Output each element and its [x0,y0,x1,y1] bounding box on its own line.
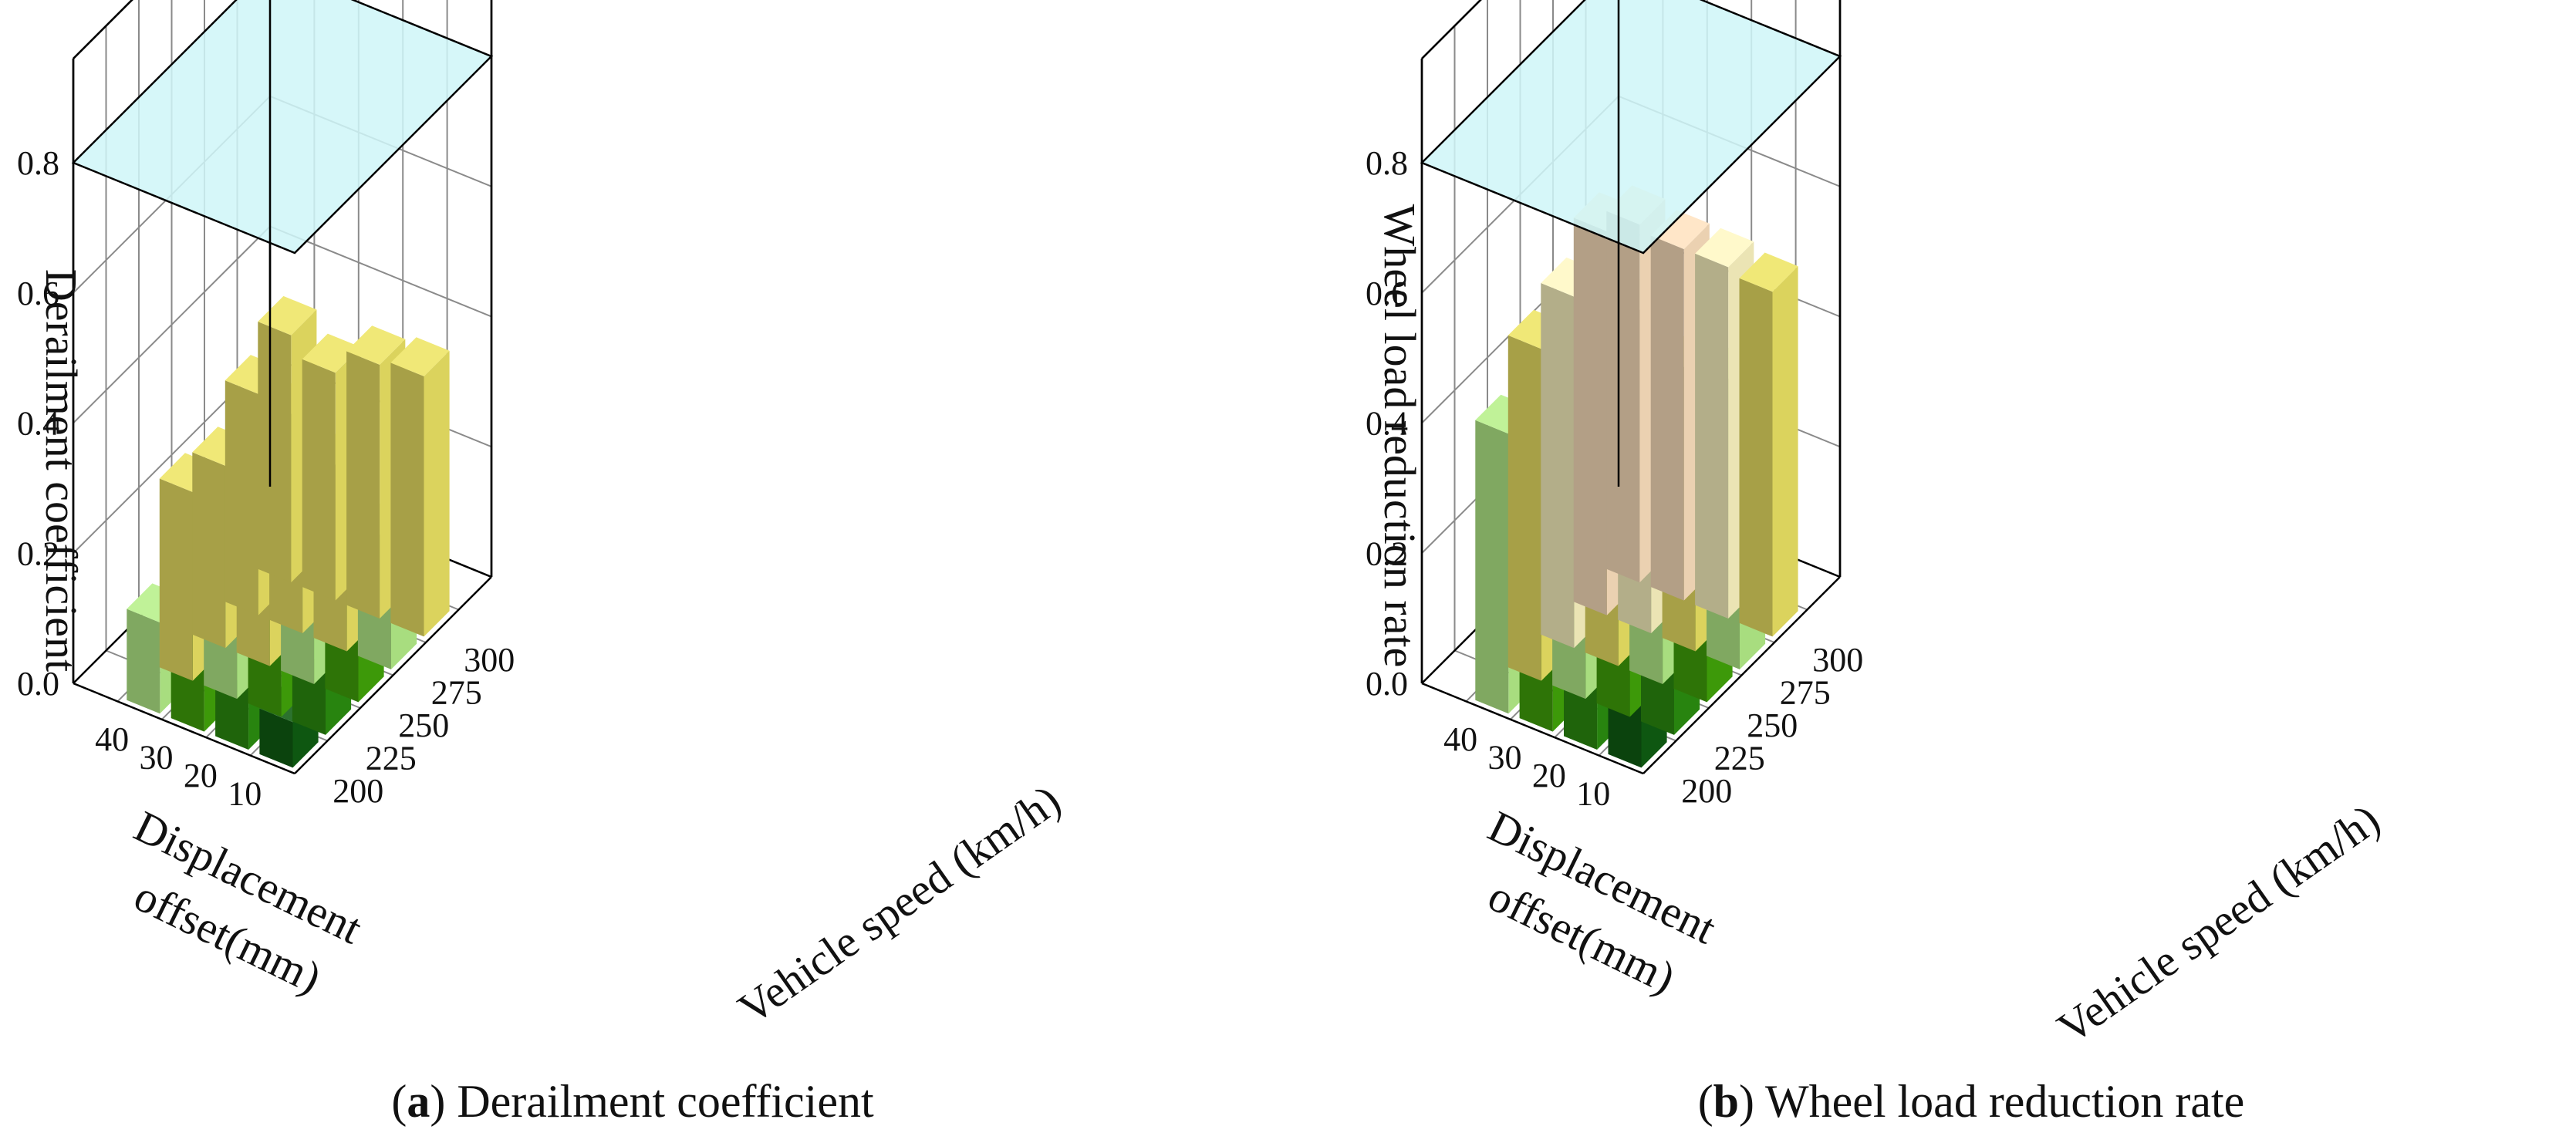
bar-right-face [1573,217,1607,615]
chart-b-z-tick-4: 0.8 [1366,144,1408,182]
chart-a-z-tick-4: 0.8 [17,144,59,182]
bar-right-face [1541,283,1575,649]
chart-b-caption-title: Wheel load reduction rate [1765,1076,2244,1127]
bar-right-face [258,322,292,583]
bar-right-face [259,708,293,768]
chart-a-y-tick-225: 225 [366,739,417,777]
bar-right-face [1475,420,1509,714]
bar-right-face [1507,335,1541,681]
chart-b-caption-open-paren: ( [1698,1076,1713,1127]
bar-right-face [346,351,380,619]
bar-right-face [1650,235,1684,601]
chart-b-z-tick-0: 0.0 [1366,665,1408,703]
chart-b-y-tick-250: 250 [1747,706,1798,744]
chart-b-z-tick-3: 0.6 [1366,275,1408,312]
chart-a-front-edge-0 [73,0,133,59]
bar-left-face [424,350,450,637]
chart-b-y-tick-300: 300 [1812,641,1863,679]
bar-top-face [390,337,450,376]
bar-top-face [1739,252,1798,292]
chart-b-x-tick-20: 20 [1532,757,1566,794]
chart-a-caption-letter: a [407,1076,430,1127]
bar-top-face [258,295,317,335]
chart-b-caption-letter: b [1713,1076,1739,1127]
chart-a-x-tick-30: 30 [140,739,174,777]
chart-a-caption-title: Derailment coefficient [457,1076,874,1127]
chart-b-z-tick-2: 0.4 [1366,405,1408,443]
chart-b-limit-plane [1420,0,1842,683]
chart-b-x-tick-10: 10 [1576,774,1610,812]
bar-right-face [390,362,424,637]
bar-top-face [302,333,361,373]
chart-b-bars [1475,185,1798,768]
chart-b-z-tick-1: 0.2 [1366,534,1408,572]
chart-a-x-tick-20: 20 [184,757,218,794]
bar-right-face [159,478,193,681]
chart-b-box-edge-0 [1421,682,1644,775]
chart-b-z-axis-label: Wheel load reduction rate [1375,204,1425,668]
chart-a-bars [127,295,450,768]
bar-top-face [346,325,406,365]
chart-a-z-tick-1: 0.2 [17,534,59,572]
chart-a-x-tick-10: 10 [228,774,262,812]
bar-top-face [1650,210,1710,249]
chart-a-bar-x10-y300 [390,337,450,637]
bar-right-face [1695,253,1729,619]
chart-b-front-edge-0 [1421,0,1482,59]
bar-left-face [1772,266,1798,637]
chart-b-y-tick-200: 200 [1681,772,1732,810]
chart-a-z-tick-0: 0.0 [17,665,59,703]
chart-a-y-tick-250: 250 [398,706,449,744]
chart-b-caption: (b) Wheel load reduction rate [1698,1076,2245,1127]
chart-b-bar-x10-y300 [1739,252,1798,637]
chart-a-limit-plane-surface [71,0,494,255]
chart-b-x-tick-30: 30 [1488,739,1522,777]
chart-b-x-tick-40: 40 [1443,720,1477,758]
chart-a-y-tick-300: 300 [464,641,515,679]
chart-a-box-edge-0 [73,682,295,775]
chart-a-y-axis-label: Vehicle speed (km/h) [729,775,1069,1034]
chart-b-box-edge-1 [1642,576,1841,774]
bar-right-face [192,452,226,649]
chart-b-y-tick-275: 275 [1780,673,1831,711]
bar-right-face [225,380,258,615]
chart-a-y-tick-200: 200 [333,772,383,810]
chart-a-caption-open-paren: ( [391,1076,407,1127]
bar-right-face [1606,211,1640,583]
chart-a-box-edge-1 [294,576,492,774]
chart-a-z-tick-2: 0.4 [17,405,59,443]
chart-a-x-tick-40: 40 [95,720,129,758]
chart-a-caption: (a) Derailment coefficient [391,1076,874,1127]
chart-a-caption-close-paren: ) [430,1076,457,1127]
chart-a-z-tick-3: 0.6 [17,275,59,312]
bar-right-face [127,609,160,714]
bar-top-face [1695,228,1754,268]
chart-b-y-axis-label: Vehicle speed (km/h) [2048,794,2389,1054]
chart-b-y-tick-225: 225 [1714,739,1765,777]
chart-b-limit-plane-surface [1420,0,1842,255]
bar-right-face [302,359,336,601]
bar-right-face [1739,278,1773,637]
chart-a-y-tick-275: 275 [431,673,482,711]
chart-a-limit-plane [71,0,494,683]
chart-b-caption-close-paren: ) [1739,1076,1765,1127]
chart-a-z-axis-label: Derailment coefficient [36,269,86,672]
